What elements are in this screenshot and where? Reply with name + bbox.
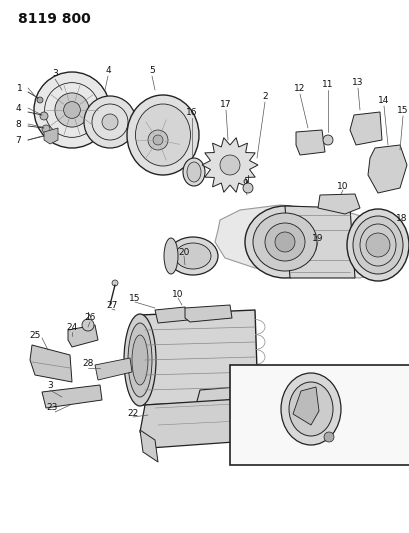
Ellipse shape [132, 335, 148, 385]
Ellipse shape [274, 232, 294, 252]
Polygon shape [44, 128, 58, 144]
Polygon shape [349, 112, 381, 145]
Ellipse shape [127, 95, 198, 175]
Ellipse shape [352, 216, 402, 274]
Ellipse shape [264, 223, 304, 261]
Ellipse shape [182, 158, 204, 186]
Polygon shape [367, 145, 406, 193]
Circle shape [82, 319, 94, 331]
Ellipse shape [175, 243, 211, 269]
Text: 28: 28 [82, 359, 94, 368]
Text: 8: 8 [15, 119, 21, 128]
Circle shape [148, 130, 168, 150]
Ellipse shape [187, 162, 200, 182]
Text: 2: 2 [261, 92, 267, 101]
Circle shape [220, 155, 239, 175]
Circle shape [365, 233, 389, 257]
Text: 18: 18 [395, 214, 407, 222]
Polygon shape [184, 305, 231, 322]
Text: 8119 800: 8119 800 [18, 12, 90, 26]
Polygon shape [284, 206, 354, 278]
Circle shape [322, 135, 332, 145]
Text: 10: 10 [172, 289, 183, 298]
Text: 15: 15 [129, 294, 140, 303]
Text: 24: 24 [66, 324, 77, 333]
Polygon shape [214, 205, 394, 278]
Circle shape [243, 183, 252, 193]
Text: 20: 20 [178, 247, 189, 256]
Polygon shape [68, 325, 98, 347]
Ellipse shape [124, 314, 155, 406]
Circle shape [112, 280, 118, 286]
Ellipse shape [128, 323, 152, 397]
Text: 17: 17 [220, 100, 231, 109]
Circle shape [63, 102, 80, 118]
Ellipse shape [245, 206, 324, 278]
Circle shape [323, 432, 333, 442]
Circle shape [55, 93, 89, 127]
Text: 23: 23 [46, 403, 58, 413]
Text: 11: 11 [321, 79, 333, 88]
Text: 15: 15 [396, 106, 408, 115]
Text: 27: 27 [106, 301, 117, 310]
Text: 29: 29 [310, 381, 321, 390]
Polygon shape [202, 138, 257, 192]
Text: 9: 9 [242, 179, 247, 188]
Ellipse shape [288, 382, 332, 436]
Polygon shape [155, 307, 188, 323]
Text: 25: 25 [29, 332, 40, 341]
Circle shape [34, 72, 110, 148]
Text: 7: 7 [15, 135, 21, 144]
Polygon shape [295, 130, 324, 155]
Text: 4: 4 [105, 66, 110, 75]
Polygon shape [42, 385, 102, 408]
Polygon shape [30, 345, 72, 382]
Text: 18: 18 [385, 382, 397, 391]
Text: 10: 10 [337, 182, 348, 190]
Polygon shape [196, 385, 264, 415]
Circle shape [84, 96, 136, 148]
Text: 13: 13 [351, 77, 363, 86]
Text: 1: 1 [17, 84, 23, 93]
Polygon shape [317, 194, 359, 214]
Circle shape [37, 97, 43, 103]
Polygon shape [95, 358, 132, 380]
Text: 3: 3 [52, 69, 58, 77]
Ellipse shape [135, 104, 190, 166]
Text: 3: 3 [47, 382, 53, 391]
Text: 12: 12 [294, 84, 305, 93]
Polygon shape [139, 398, 261, 448]
Ellipse shape [280, 373, 340, 445]
Text: 26: 26 [84, 313, 95, 322]
Ellipse shape [252, 213, 316, 271]
Ellipse shape [164, 238, 178, 274]
Text: 21: 21 [252, 377, 263, 386]
Circle shape [153, 135, 163, 145]
Ellipse shape [346, 209, 408, 281]
Polygon shape [139, 310, 257, 405]
Text: 4: 4 [15, 103, 21, 112]
Text: 16: 16 [186, 108, 197, 117]
Ellipse shape [168, 237, 218, 275]
Text: 14: 14 [378, 95, 389, 104]
Text: 30: 30 [387, 416, 399, 424]
Circle shape [42, 125, 50, 133]
Circle shape [102, 114, 118, 130]
Text: 19: 19 [312, 233, 323, 243]
Text: 22: 22 [127, 408, 138, 417]
Bar [229, 365, 409, 465]
Circle shape [40, 112, 48, 120]
Polygon shape [139, 430, 157, 462]
Polygon shape [292, 387, 318, 425]
Text: 5: 5 [149, 66, 155, 75]
